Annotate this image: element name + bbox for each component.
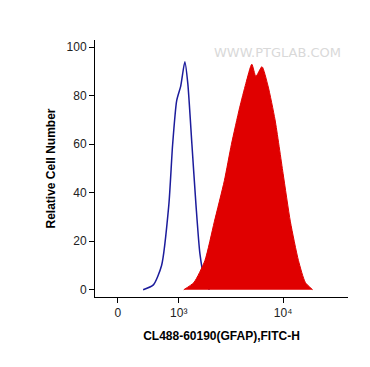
svg-text:60: 60 — [73, 137, 87, 151]
svg-text:WWW.PTGLAB.COM: WWW.PTGLAB.COM — [214, 45, 341, 60]
svg-text:40: 40 — [73, 186, 87, 200]
svg-text:0: 0 — [115, 306, 122, 320]
svg-text:10³: 10³ — [170, 306, 187, 320]
svg-text:80: 80 — [73, 89, 87, 103]
svg-text:Relative Cell Number: Relative Cell Number — [44, 108, 58, 228]
svg-text:20: 20 — [73, 234, 87, 248]
svg-text:10⁴: 10⁴ — [274, 306, 293, 320]
svg-text:0: 0 — [80, 283, 87, 297]
svg-text:CL488-60190(GFAP),FITC-H: CL488-60190(GFAP),FITC-H — [143, 329, 300, 343]
svg-text:100: 100 — [67, 40, 87, 54]
